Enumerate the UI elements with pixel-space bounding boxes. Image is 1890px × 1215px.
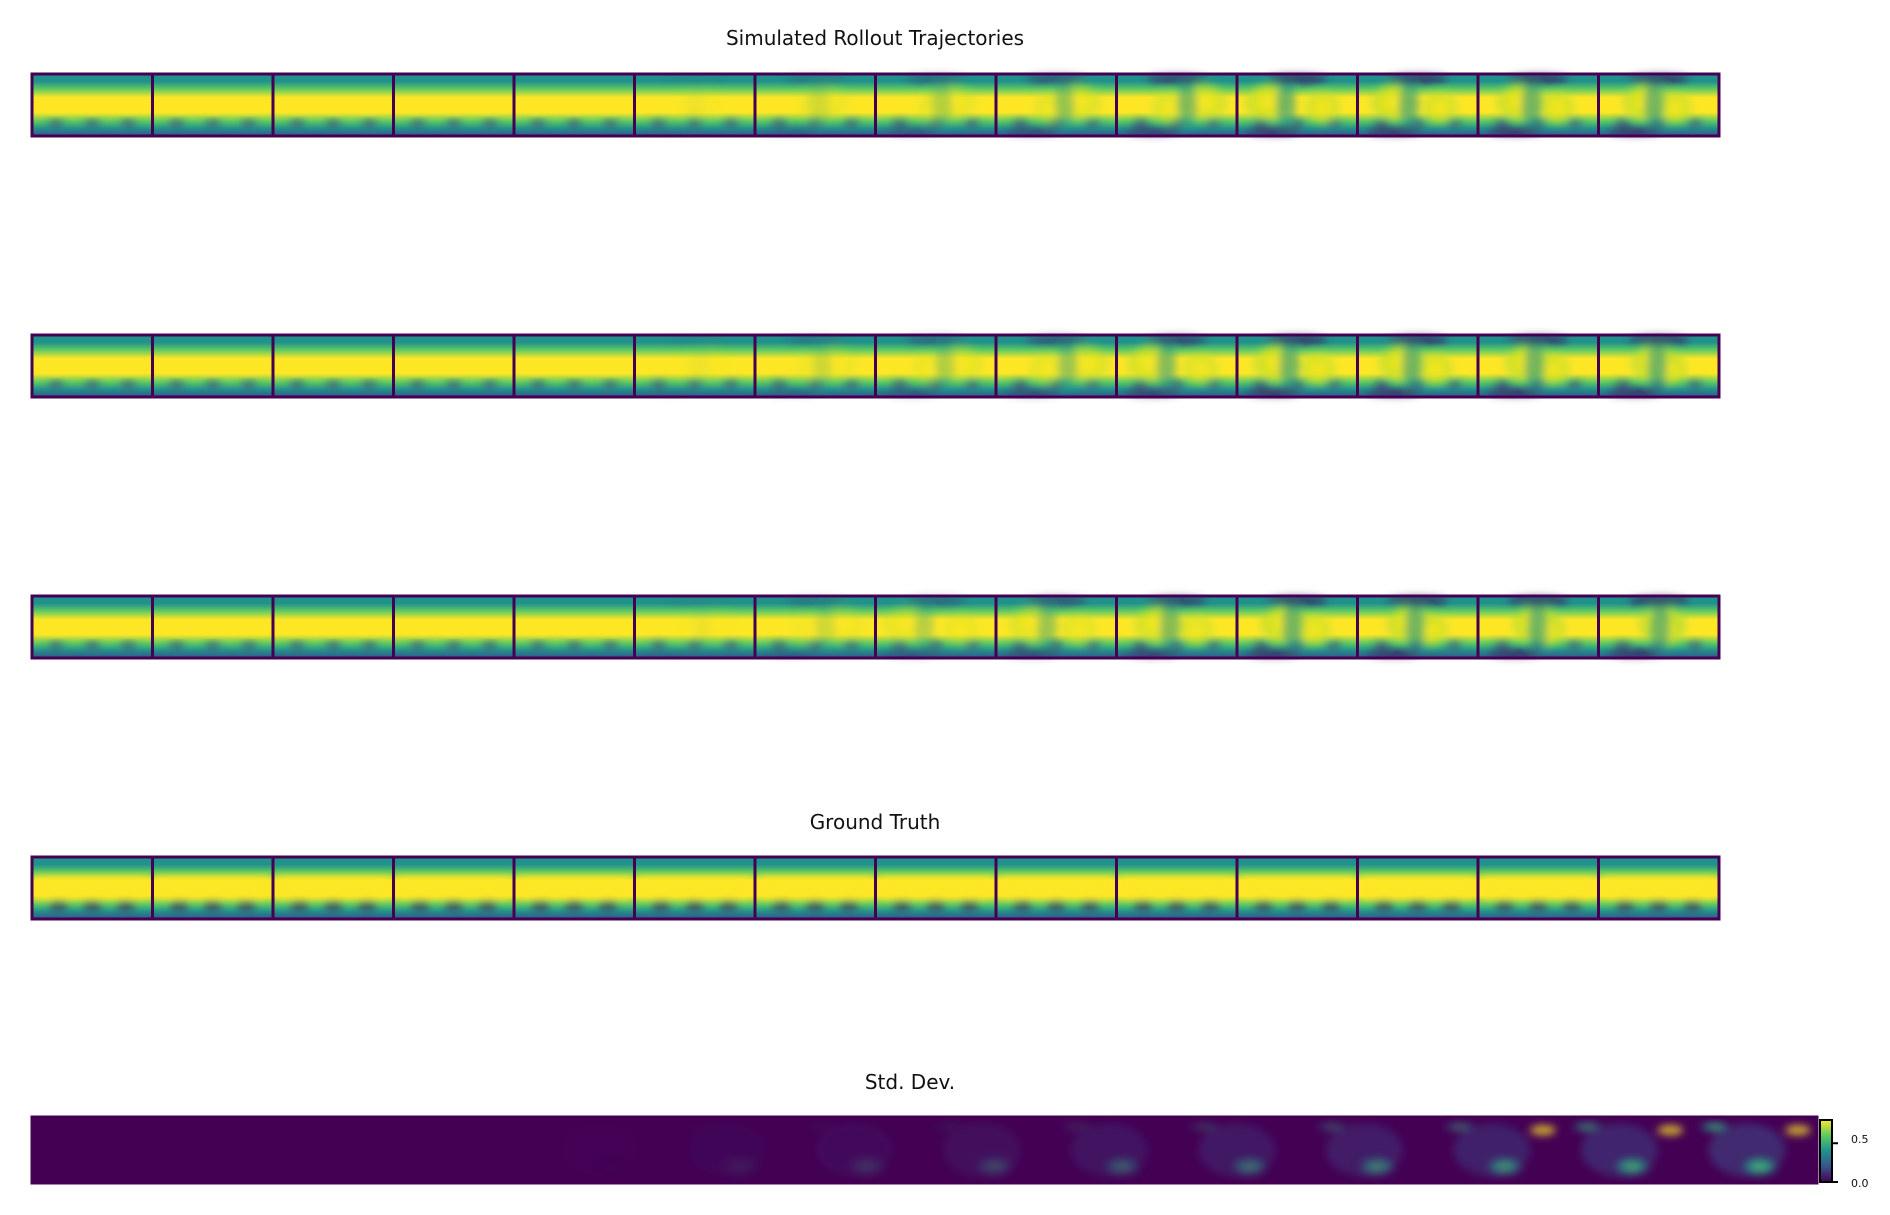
std-dev-row [30, 1115, 1819, 1185]
std-dev-frame [1179, 1117, 1308, 1183]
ground-truth-frame [1356, 855, 1480, 921]
rollout-frame [512, 594, 636, 660]
rollout-frame [753, 72, 877, 138]
ground-truth-frame [633, 855, 757, 921]
rollout-frame [633, 72, 757, 138]
rollout-frame [874, 72, 998, 138]
ground-truth-frame [1115, 855, 1239, 921]
std-dev-frame [669, 1117, 798, 1183]
colorbar-tick-label: 0.0 [1851, 1177, 1869, 1190]
ground-truth-frame [392, 855, 516, 921]
rollout-frame [151, 72, 275, 138]
rollout-frame [392, 72, 516, 138]
rollout-frame [1597, 594, 1721, 660]
std-dev-frame [1051, 1117, 1180, 1183]
rollout-frame [1597, 72, 1721, 138]
rollout-frame [1356, 594, 1480, 660]
rollout-frame [994, 72, 1118, 138]
ground-truth-frame [271, 855, 395, 921]
std-dev-frame [924, 1117, 1053, 1183]
rollout-frame [151, 333, 275, 399]
rollout-frame [1235, 72, 1359, 138]
rollout-frame [994, 594, 1118, 660]
std-dev-frame [541, 1117, 670, 1183]
rollout-frame [512, 72, 636, 138]
std-dev-frame [31, 1117, 160, 1183]
rollout-frame [392, 333, 516, 399]
std-dev-title: Std. Dev. [864, 1070, 956, 1094]
std-dev-frame [159, 1117, 288, 1183]
ground-truth-frame [874, 855, 998, 921]
std-dev-frame [286, 1117, 415, 1183]
rollout-frame [1115, 72, 1239, 138]
colorbar [1819, 1119, 1838, 1183]
ground-truth-frame [1476, 855, 1600, 921]
rollout-title: Simulated Rollout Trajectories [725, 26, 1025, 50]
rollout-row-3 [30, 594, 1721, 660]
ground-truth-row [30, 855, 1721, 921]
ground-truth-title: Ground Truth [809, 810, 941, 834]
ground-truth-frame [753, 855, 877, 921]
rollout-frame [1356, 333, 1480, 399]
rollout-frame [271, 594, 395, 660]
rollout-frame [151, 594, 275, 660]
colorbar-tick-label: 0.5 [1851, 1133, 1869, 1146]
rollout-frame [633, 594, 757, 660]
rollout-frame [1476, 333, 1600, 399]
rollout-frame [30, 333, 154, 399]
rollout-frame [1476, 594, 1600, 660]
ground-truth-frame [512, 855, 636, 921]
std-dev-frame [1561, 1117, 1690, 1183]
ground-truth-frame [1235, 855, 1359, 921]
rollout-frame [753, 333, 877, 399]
ground-truth-frame [994, 855, 1118, 921]
rollout-frame [512, 333, 636, 399]
rollout-frame [30, 594, 154, 660]
rollout-frame [874, 333, 998, 399]
rollout-frame [271, 333, 395, 399]
ground-truth-frame [1597, 855, 1721, 921]
std-dev-frame [1689, 1117, 1818, 1183]
rollout-row-1 [30, 72, 1721, 138]
rollout-frame [1597, 333, 1721, 399]
std-dev-frame [414, 1117, 543, 1183]
rollout-frame [30, 72, 154, 138]
std-dev-frame [1306, 1117, 1435, 1183]
rollout-frame [1115, 333, 1239, 399]
rollout-frame [271, 72, 395, 138]
rollout-frame [633, 333, 757, 399]
rollout-frame [1476, 72, 1600, 138]
rollout-frame [392, 594, 516, 660]
rollout-frame [1356, 72, 1480, 138]
std-dev-frame [1434, 1117, 1563, 1183]
rollout-frame [1235, 594, 1359, 660]
rollout-frame [753, 594, 877, 660]
rollout-frame [994, 333, 1118, 399]
ground-truth-frame [151, 855, 275, 921]
rollout-row-2 [30, 333, 1721, 399]
rollout-frame [1235, 333, 1359, 399]
rollout-frame [1115, 594, 1239, 660]
ground-truth-frame [30, 855, 154, 921]
rollout-frame [874, 594, 998, 660]
std-dev-frame [796, 1117, 925, 1183]
